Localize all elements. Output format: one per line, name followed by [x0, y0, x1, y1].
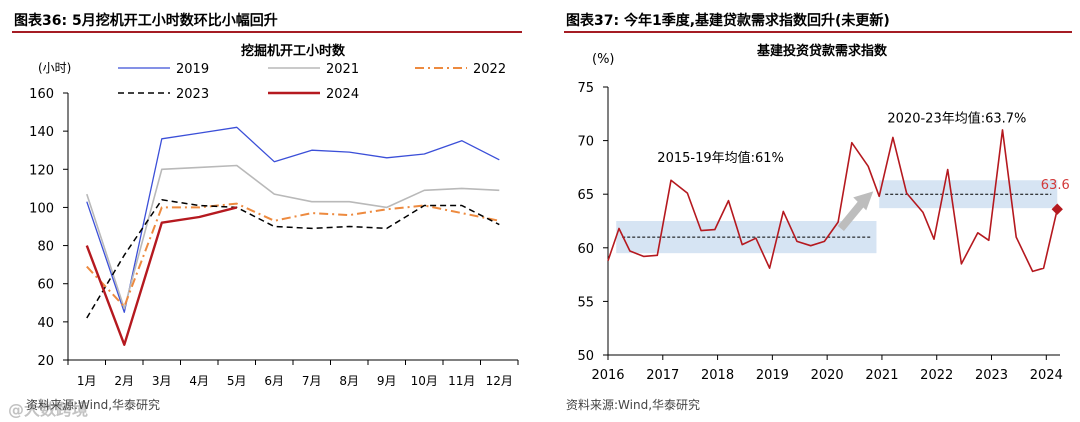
- left-y-tick-label: 60: [37, 278, 54, 293]
- band-label-2020-23: 2020-23年均值:63.7%: [887, 110, 1026, 126]
- right-y-tick-label: 55: [577, 295, 594, 310]
- left-y-axis-label: (小时): [38, 61, 71, 75]
- band-label-2015-19: 2015-19年均值:61%: [657, 150, 784, 166]
- last-point-label: 63.6: [1041, 178, 1070, 193]
- left-chart: 挖掘机开工小时数 (小时) 20 40 60 80 100 120 140 160 1月 2月 3月 4月…: [29, 43, 519, 388]
- series-line-loan-demand: [607, 129, 1059, 273]
- left-x-tick-label: 8月: [339, 374, 359, 388]
- left-x-tick-label: 5月: [227, 374, 247, 388]
- right-x-tick-label: 2016: [591, 368, 624, 383]
- left-y-tick-label: 160: [29, 87, 54, 102]
- right-x-tick-label: 2017: [646, 368, 679, 383]
- left-figure-title: 图表36: 5月挖机开工小时数环比小幅回升: [14, 13, 278, 29]
- right-x-tick-label: 2022: [920, 368, 953, 383]
- left-x-tick-label: 3月: [152, 374, 172, 388]
- trend-arrow-head: [853, 191, 874, 211]
- left-y-tick-label: 140: [29, 125, 54, 140]
- left-x-tick-label: 11月: [448, 374, 475, 388]
- left-x-tick-label: 10月: [411, 374, 438, 388]
- right-x-tick-label: 2019: [756, 368, 789, 383]
- legend-label-2021: 2021: [326, 62, 359, 77]
- right-x-tick-label: 2018: [701, 368, 734, 383]
- right-x-tick-label: 2021: [865, 368, 898, 383]
- right-y-tick-label: 50: [577, 349, 594, 364]
- left-x-tick-label: 12月: [486, 374, 513, 388]
- left-y-tick-label: 20: [37, 354, 54, 369]
- right-chart: 基建投资贷款需求指数 (%) 50 55 60 65 70 75 2016 2017 2018 201…: [577, 43, 1070, 383]
- left-x-tick-label: 6月: [264, 374, 284, 388]
- right-source-note: 资料来源:Wind,华泰研究: [566, 398, 701, 412]
- legend-label-2022: 2022: [473, 62, 506, 77]
- right-y-axis-label: (%): [592, 52, 615, 67]
- left-figure-panel: 图表36: 5月挖机开工小时数环比小幅回升 挖掘机开工小时数 (小时) 20 40 60…: [0, 0, 530, 422]
- legend-label-2024: 2024: [326, 87, 359, 102]
- series-line-2021: [86, 164, 500, 310]
- left-y-tick-label: 100: [29, 201, 54, 216]
- right-x-tick-label: 2020: [811, 368, 844, 383]
- last-point-marker: [1051, 203, 1063, 215]
- left-title-rule: [12, 31, 522, 33]
- right-title-rule: [564, 31, 1072, 33]
- right-x-tick-label: 2024: [1030, 368, 1063, 383]
- series-line-2024: [85, 206, 238, 346]
- right-y-tick-label: 60: [577, 242, 594, 257]
- left-y-tick-label: 120: [29, 163, 54, 178]
- right-y-tick-label: 65: [577, 188, 594, 203]
- right-figure-title: 图表37: 今年1季度,基建贷款需求指数回升(未更新): [566, 13, 890, 29]
- right-chart-title: 基建投资贷款需求指数: [756, 43, 888, 59]
- left-chart-title: 挖掘机开工小时数: [241, 43, 346, 59]
- left-source-note: 资料来源:Wind,华泰研究: [26, 398, 161, 412]
- left-x-tick-label: 7月: [302, 374, 322, 388]
- right-y-tick-label: 70: [577, 135, 594, 150]
- trend-arrow-shaft: [837, 198, 867, 232]
- left-y-tick-label: 40: [37, 316, 54, 331]
- legend-label-2019: 2019: [176, 62, 209, 77]
- right-y-tick-label: 75: [577, 81, 594, 96]
- left-x-tick-label: 1月: [77, 374, 97, 388]
- left-x-tick-label: 4月: [189, 374, 209, 388]
- legend-label-2023: 2023: [176, 87, 209, 102]
- series-line-2019: [86, 126, 500, 313]
- left-x-tick-label: 9月: [377, 374, 397, 388]
- left-y-tick-label: 80: [37, 240, 54, 255]
- watermark-text: @大数跨境: [8, 400, 89, 419]
- right-x-tick-label: 2023: [975, 368, 1008, 383]
- series-line-2023: [86, 199, 500, 319]
- left-x-tick-label: 2月: [114, 374, 134, 388]
- right-figure-panel: 图表37: 今年1季度,基建贷款需求指数回升(未更新) 基建投资贷款需求指数 (%…: [552, 0, 1080, 422]
